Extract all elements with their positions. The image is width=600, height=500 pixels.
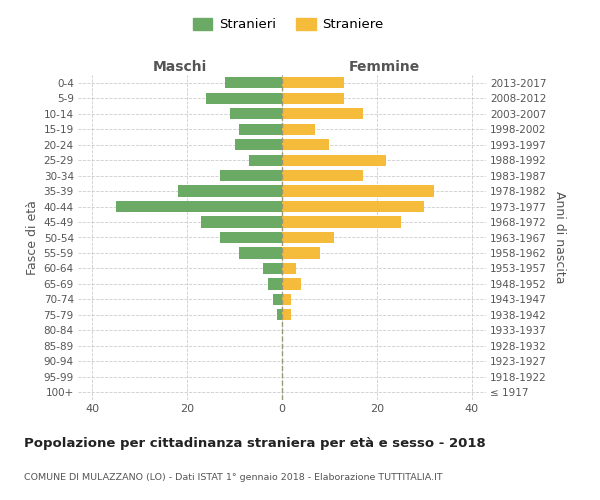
Bar (220, 232, 282, 243)
Bar (116, 201, 282, 212)
Bar (268, 278, 282, 289)
Text: Popolazione per cittadinanza straniera per età e sesso - 2018: Popolazione per cittadinanza straniera p… (24, 438, 486, 450)
Bar (282, 170, 362, 181)
Bar (282, 232, 334, 243)
Bar (263, 263, 282, 274)
Y-axis label: Fasce di età: Fasce di età (26, 200, 40, 275)
Bar (282, 139, 329, 150)
Text: Femmine: Femmine (349, 60, 419, 74)
Bar (235, 139, 282, 150)
Legend: Stranieri, Straniere: Stranieri, Straniere (188, 14, 388, 36)
Bar (282, 310, 292, 320)
Bar (282, 77, 344, 88)
Bar (225, 77, 282, 88)
Bar (239, 248, 282, 258)
Bar (282, 108, 362, 120)
Bar (282, 186, 434, 196)
Bar (239, 124, 282, 134)
Bar (202, 216, 282, 228)
Y-axis label: Anni di nascita: Anni di nascita (553, 191, 566, 284)
Bar (282, 294, 292, 305)
Text: Maschi: Maschi (153, 60, 207, 74)
Bar (249, 154, 282, 166)
Bar (206, 92, 282, 104)
Bar (230, 108, 282, 120)
Bar (277, 310, 282, 320)
Bar (178, 186, 282, 196)
Bar (282, 216, 401, 228)
Bar (282, 278, 301, 289)
Bar (220, 170, 282, 181)
Bar (282, 201, 424, 212)
Bar (282, 92, 344, 104)
Text: COMUNE DI MULAZZANO (LO) - Dati ISTAT 1° gennaio 2018 - Elaborazione TUTTITALIA.: COMUNE DI MULAZZANO (LO) - Dati ISTAT 1°… (24, 472, 443, 482)
Bar (282, 263, 296, 274)
Bar (272, 294, 282, 305)
Bar (282, 154, 386, 166)
Bar (282, 248, 320, 258)
Bar (282, 124, 315, 134)
